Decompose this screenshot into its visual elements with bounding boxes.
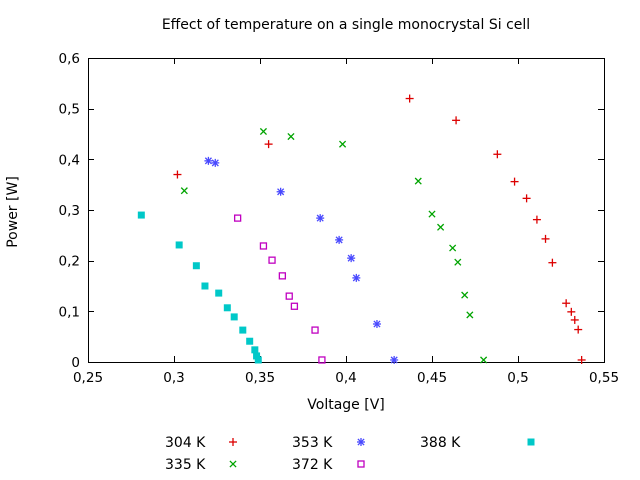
data-point-marker bbox=[548, 258, 557, 267]
legend-marker-2 bbox=[357, 438, 365, 446]
data-point-marker bbox=[339, 140, 347, 148]
y-tick-label: 0,4 bbox=[59, 152, 80, 168]
data-point-marker bbox=[570, 315, 579, 324]
legend-marker-4 bbox=[527, 438, 535, 446]
data-point-marker bbox=[541, 234, 550, 243]
data-point-marker bbox=[466, 311, 474, 319]
data-point-marker bbox=[223, 304, 231, 312]
data-point-marker bbox=[246, 337, 254, 345]
axis-ticks bbox=[88, 58, 605, 363]
legend-label-3: 372 K bbox=[292, 457, 333, 473]
data-point-marker bbox=[259, 242, 268, 250]
x-tick-label: 0,55 bbox=[589, 370, 619, 386]
x-tick-label: 0,25 bbox=[73, 370, 103, 386]
y-tick-label: 0,3 bbox=[59, 203, 80, 219]
data-point-marker bbox=[574, 325, 583, 334]
data-point-marker bbox=[233, 214, 242, 222]
data-point-marker bbox=[493, 150, 502, 159]
data-point-marker bbox=[180, 187, 188, 195]
legend-marker-0 bbox=[229, 438, 237, 446]
series-2 bbox=[204, 156, 399, 364]
data-point-marker bbox=[318, 356, 326, 364]
x-axis-title: Voltage [V] bbox=[307, 397, 384, 413]
data-point-marker bbox=[251, 346, 259, 354]
plot-frame bbox=[88, 58, 605, 363]
data-point-marker bbox=[215, 289, 223, 297]
data-point-marker bbox=[577, 355, 586, 364]
legend-marker-1 bbox=[229, 460, 237, 468]
data-point-marker bbox=[522, 194, 531, 203]
data-point-marker bbox=[405, 94, 414, 103]
data-point-marker bbox=[335, 235, 344, 244]
axis-tick-labels: 0,25 0,3 0,35 0,4 0,45 0,5 0,55 0 0,1 0,2 0,3 0,4 0,… bbox=[59, 51, 620, 386]
data-point-marker bbox=[372, 320, 381, 328]
data-point-marker bbox=[347, 254, 356, 263]
data-point-marker bbox=[287, 132, 295, 141]
legend-label-4: 388 K bbox=[420, 435, 461, 451]
data-point-marker bbox=[454, 258, 462, 266]
data-point-marker bbox=[567, 307, 576, 316]
legend: 304 K 335 K 353 K 372 K 388 K bbox=[165, 435, 535, 473]
y-tick-label: 0,1 bbox=[59, 304, 80, 320]
series-0 bbox=[173, 94, 586, 364]
legend-label-1: 335 K bbox=[165, 457, 206, 473]
data-point-marker bbox=[239, 326, 247, 334]
data-point-marker bbox=[390, 355, 399, 364]
series-4 bbox=[137, 211, 262, 364]
data-point-marker bbox=[449, 244, 457, 252]
data-point-marker bbox=[532, 215, 541, 224]
data-point-marker bbox=[254, 356, 262, 364]
data-point-marker bbox=[264, 140, 273, 149]
data-point-marker bbox=[562, 299, 571, 308]
plot-border bbox=[88, 58, 605, 363]
chart-title: Effect of temperature on a single monocr… bbox=[162, 17, 530, 33]
data-point-marker bbox=[268, 256, 276, 264]
data-point-marker bbox=[285, 292, 293, 300]
y-tick-label: 0,6 bbox=[59, 51, 80, 67]
data-point-marker bbox=[259, 127, 267, 136]
data-point-marker bbox=[461, 291, 469, 299]
data-points bbox=[137, 94, 586, 364]
data-point-marker bbox=[480, 356, 488, 364]
data-point-marker bbox=[510, 177, 519, 186]
data-point-marker bbox=[137, 211, 145, 219]
series-1 bbox=[180, 127, 488, 364]
x-tick-label: 0,4 bbox=[335, 370, 356, 386]
data-point-marker bbox=[192, 262, 200, 270]
data-point-marker bbox=[311, 326, 319, 334]
data-point-marker bbox=[278, 272, 287, 280]
y-tick-label: 0,2 bbox=[59, 254, 80, 270]
legend-label-2: 353 K bbox=[292, 435, 333, 451]
y-axis-title: Power [W] bbox=[5, 176, 21, 248]
y-tick-label: 0,5 bbox=[59, 102, 80, 118]
x-tick-label: 0,35 bbox=[245, 370, 275, 386]
data-point-marker bbox=[428, 210, 436, 218]
series-3 bbox=[233, 214, 326, 364]
data-point-marker bbox=[201, 282, 209, 290]
data-point-marker bbox=[290, 302, 299, 310]
data-point-marker bbox=[414, 177, 422, 185]
y-tick-label: 0 bbox=[71, 355, 80, 371]
legend-label-0: 304 K bbox=[165, 435, 206, 451]
x-tick-label: 0,3 bbox=[163, 370, 184, 386]
data-point-marker bbox=[452, 116, 461, 125]
data-point-marker bbox=[316, 214, 325, 223]
data-point-marker bbox=[230, 313, 238, 321]
data-point-marker bbox=[352, 273, 361, 282]
legend-marker-3 bbox=[357, 460, 365, 468]
data-point-marker bbox=[437, 223, 445, 231]
data-point-marker bbox=[173, 170, 182, 179]
data-point-marker bbox=[175, 241, 183, 249]
x-tick-label: 0,45 bbox=[417, 370, 447, 386]
data-point-marker bbox=[276, 187, 285, 196]
x-tick-label: 0,5 bbox=[507, 370, 528, 386]
data-point-marker bbox=[211, 158, 220, 167]
data-point-marker bbox=[204, 156, 213, 165]
data-point-marker bbox=[253, 352, 261, 360]
